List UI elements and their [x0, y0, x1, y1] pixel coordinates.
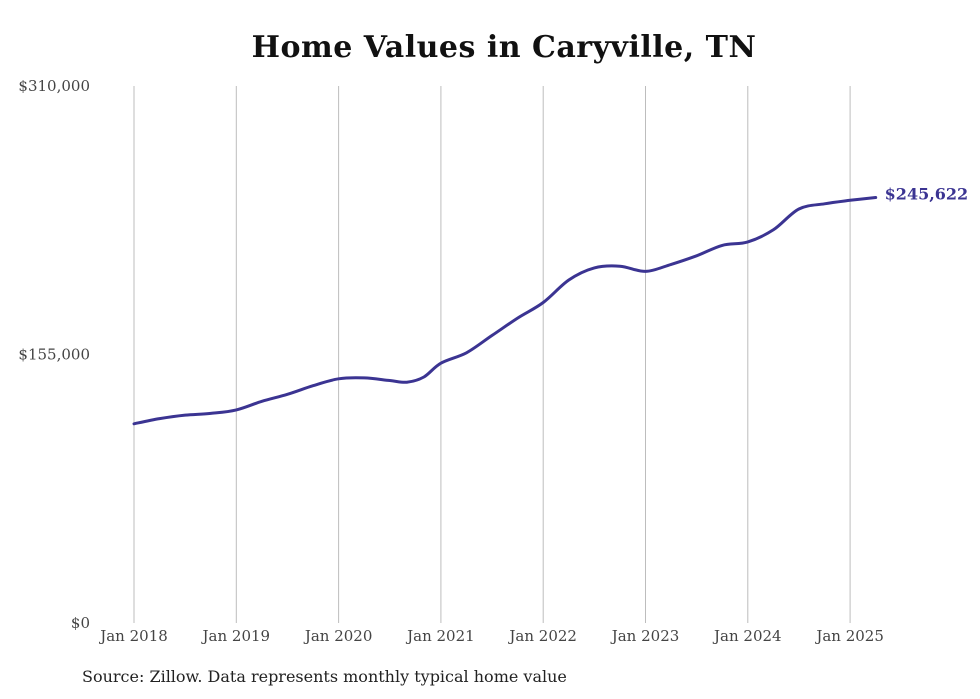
x-tick-label: Jan 2023	[610, 627, 680, 645]
series-line	[132, 196, 878, 426]
x-tick-label: Jan 2019	[201, 627, 271, 645]
x-tick-label: Jan 2018	[98, 627, 168, 645]
x-tick-label: Jan 2020	[303, 627, 373, 645]
y-tick-label: $155,000	[18, 346, 90, 364]
end-value-label: $245,622	[885, 185, 969, 204]
y-tick-label: $0	[71, 614, 90, 632]
y-tick-label: $310,000	[18, 77, 90, 95]
chart-title: Home Values in Caryville, TN	[251, 30, 757, 65]
x-tick-label: Jan 2022	[507, 627, 577, 645]
source-note: Source: Zillow. Data represents monthly …	[82, 667, 567, 686]
x-tick-label: Jan 2024	[712, 627, 782, 645]
x-tick-label: Jan 2025	[814, 627, 884, 645]
x-tick-label: Jan 2021	[405, 627, 475, 645]
